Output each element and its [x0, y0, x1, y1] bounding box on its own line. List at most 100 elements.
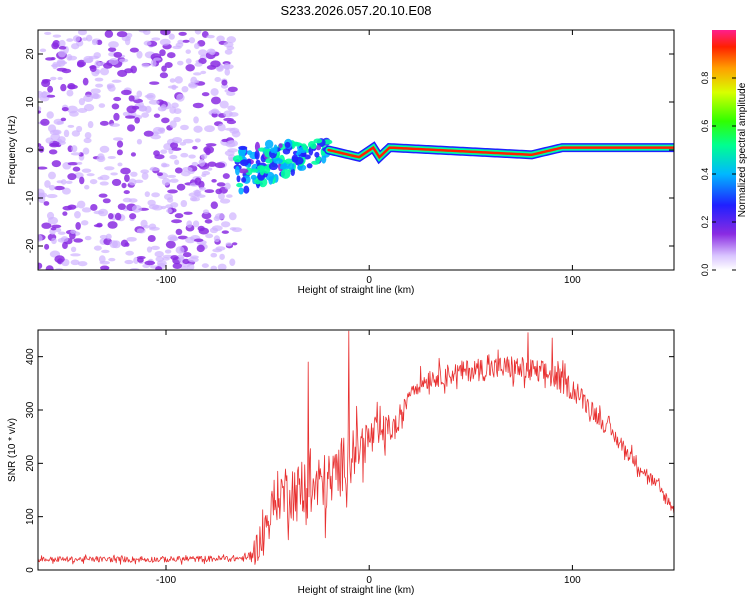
spectrogram-noise-blob	[78, 98, 86, 106]
spectrogram-noise-blob	[193, 190, 202, 194]
spectrogram-noise-blob	[182, 166, 193, 172]
spectrogram-noise-blob	[227, 139, 239, 147]
spectrogram-noise-blob	[167, 174, 177, 178]
spectrogram-noise-blob	[182, 252, 192, 258]
spectrogram-noise-blob	[104, 166, 115, 171]
spectrogram-noise-blob	[207, 161, 217, 167]
spectrogram-burst-blob	[268, 176, 273, 185]
spectrogram-noise-blob	[180, 124, 189, 131]
spectrogram-noise-blob	[177, 39, 185, 45]
spectrogram-noise-blob	[124, 259, 134, 265]
spectrogram-burst-blob	[246, 150, 253, 156]
spectrogram-noise-blob	[223, 41, 234, 48]
spectrogram-noise-blob	[160, 104, 167, 111]
spectrogram-noise-blob	[107, 155, 116, 159]
spectrogram-noise-blob	[227, 148, 238, 153]
spectrogram-noise-blob	[174, 76, 183, 84]
spectrogram-noise-blob	[177, 235, 188, 240]
spectrogram-noise-blob	[144, 260, 156, 266]
spectrogram-noise-blob	[192, 145, 198, 150]
spectrogram-burst-blob	[236, 175, 241, 183]
spectrogram-noise-blob	[108, 57, 119, 66]
spectrogram-noise-blob	[56, 60, 68, 65]
spectrogram-noise-blob	[83, 137, 92, 144]
spectrogram-burst-blob	[321, 154, 327, 164]
spectrogram-noise-blob	[79, 176, 85, 185]
spectrogram-noise-blob	[89, 179, 98, 185]
spectrogram-noise-blob	[117, 203, 126, 210]
spectrogram-noise-blob	[42, 78, 51, 83]
spectrogram-noise-blob	[128, 198, 138, 203]
spectrogram-noise-blob	[201, 211, 212, 220]
spectrogram-noise-blob	[130, 152, 136, 157]
spectrogram-noise-blob	[70, 229, 76, 234]
spectrogram-noise-blob	[131, 105, 140, 110]
spectrogram-noise-blob	[161, 205, 167, 210]
spectrogram-noise-blob	[50, 56, 56, 61]
spectrogram-noise-blob	[89, 65, 97, 72]
spectrogram-noise-blob	[76, 125, 83, 133]
spectrogram-noise-blob	[210, 88, 219, 96]
spectrogram-noise-blob	[213, 235, 220, 243]
spectrogram-noise-blob	[192, 102, 204, 109]
spectrogram-noise-blob	[185, 49, 191, 54]
spectrogram-noise-blob	[210, 201, 219, 210]
spectrogram-noise-blob	[194, 79, 200, 84]
spectrogram-noise-blob	[168, 33, 175, 40]
spectrogram-noise-blob	[38, 90, 43, 98]
spectrogram-burst-blob	[313, 138, 323, 144]
spectrogram-noise-blob	[171, 136, 183, 144]
spectrogram-noise-blob	[231, 242, 238, 246]
spectrogram-burst-blob	[291, 154, 299, 163]
spectrogram-noise-blob	[194, 42, 200, 50]
snr-frame	[37, 329, 675, 571]
snr-series-line	[38, 330, 674, 565]
spectrogram-noise-blob	[138, 30, 148, 33]
spectrogram-noise-blob	[77, 108, 88, 113]
spectrogram-burst-blob	[238, 145, 248, 150]
spectrogram-noise-blob	[156, 260, 167, 267]
spectrogram-noise-blob	[185, 236, 196, 244]
spectrogram-noise-blob	[129, 213, 137, 220]
x-tick-label: 0	[366, 575, 372, 586]
spectrogram-noise-blob	[104, 30, 114, 38]
spectrogram-noise-blob	[128, 95, 135, 102]
spectrogram-noise-blob	[193, 238, 204, 243]
spectrogram-noise-blob	[148, 204, 160, 210]
x-tick-label: -100	[156, 275, 176, 286]
spectrogram-noise-blob	[58, 39, 66, 48]
spectrogram-noise-blob	[214, 162, 226, 169]
spectrogram-noise-blob	[175, 228, 183, 236]
spectrogram-noise-blob	[136, 228, 145, 234]
colorbar-tick-label: 0.4	[700, 168, 710, 181]
spectrogram-noise-blob	[218, 192, 225, 200]
spectrogram-noise-blob	[227, 86, 238, 93]
colorbar-tick-label: 0.2	[700, 216, 710, 229]
spectrogram-noise-blob	[186, 220, 193, 228]
spectrogram-noise-blob	[169, 120, 177, 129]
spectrogram-noise-blob	[53, 118, 64, 125]
spectrogram-noise-blob	[120, 89, 132, 96]
spectrogram-noise-blob	[38, 143, 42, 147]
spectrogram-burst-blob	[268, 162, 279, 171]
spectrogram-noise-blob	[48, 171, 56, 180]
spectrogram-noise-blob	[229, 258, 236, 267]
spectrogram-noise-blob	[128, 178, 137, 186]
spectrogram-noise-blob	[105, 233, 112, 240]
spectrogram-noise-blob	[162, 163, 170, 168]
spectrogram-noise-blob	[203, 145, 215, 154]
spectrogram-noise-blob	[177, 254, 185, 262]
spectrogram-noise-blob	[99, 234, 108, 240]
spectrogram-noise-blob	[136, 90, 143, 98]
spectrogram-noise-blob	[182, 138, 194, 144]
spectrogram-noise-blob	[182, 258, 190, 265]
spectrogram-noise-blob	[113, 96, 122, 102]
spectrogram-noise-blob	[96, 39, 103, 46]
spectrogram-noise-blob	[172, 262, 183, 269]
spectrogram-noise-blob	[205, 143, 217, 147]
spectrogram-burst-blob	[259, 165, 265, 176]
spectrogram-noise-blob	[48, 184, 56, 191]
spectrogram-noise-blob	[100, 265, 110, 270]
spectrogram-noise-blob	[69, 110, 79, 117]
